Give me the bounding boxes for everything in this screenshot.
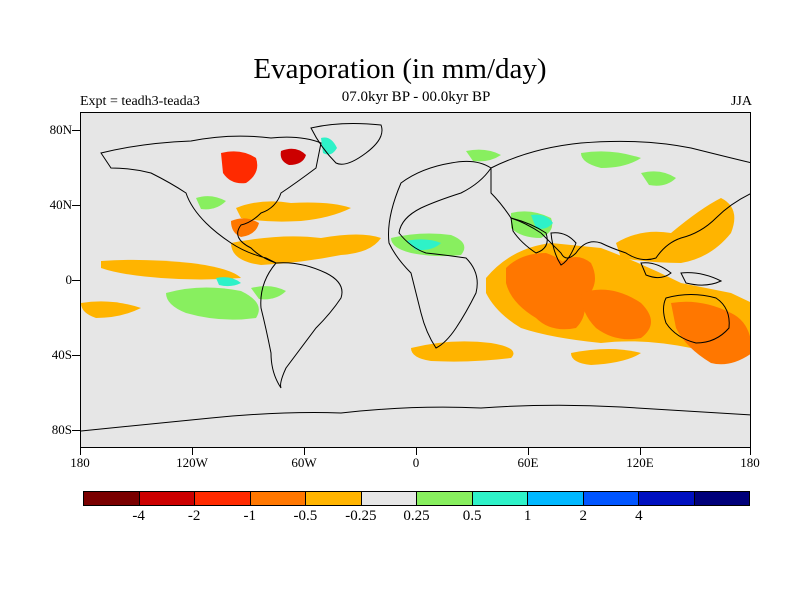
chart-title: Evaporation (in mm/day) — [253, 53, 547, 85]
anomaly-shading — [81, 137, 750, 365]
colorbar-box — [694, 492, 749, 505]
lon-label-60w: 60W — [291, 455, 317, 470]
experiment-label: Expt = teadh3-teada3 — [80, 94, 200, 109]
lon-tick-180w — [80, 448, 81, 455]
colorbar-box — [84, 492, 140, 505]
colorbar-box — [472, 492, 528, 505]
lon-label-0: 0 — [412, 455, 420, 470]
lon-label-180e: 180 — [740, 455, 760, 470]
canada-anomaly — [280, 148, 306, 165]
lon-tick-180e — [750, 448, 751, 455]
lat-tick-40s — [72, 355, 80, 356]
colorbar-label: -0.25 — [345, 508, 377, 524]
colorbar-label: 2 — [579, 508, 588, 524]
colorbar-label: 0.5 — [462, 508, 482, 524]
lat-tick-0 — [72, 280, 80, 281]
bay-of-bengal-anomaly — [561, 257, 595, 298]
lon-label-60e: 60E — [517, 455, 539, 470]
colorbar-label: -4 — [132, 508, 145, 524]
colorbar-box — [417, 492, 473, 505]
colorbar-box — [195, 492, 251, 505]
equatorial-indian-anomaly — [581, 289, 651, 340]
pacific-cyan — [216, 277, 241, 287]
hudson-bay-anomaly — [221, 151, 258, 184]
na-positive — [196, 196, 226, 210]
lon-tick-60e — [528, 448, 529, 455]
colorbar-label: 4 — [635, 508, 643, 524]
colorbar-box — [139, 492, 195, 505]
colorbar-box — [639, 492, 695, 505]
lat-label-80n: 80N — [49, 122, 72, 137]
lon-label-120e: 120E — [626, 455, 654, 470]
season-label: JJA — [730, 94, 752, 109]
south-atlantic-anomaly — [411, 341, 514, 362]
eurasia-positive-2 — [466, 149, 501, 162]
east-pacific-anomaly — [101, 259, 241, 280]
eurasia-positive-1 — [581, 151, 641, 168]
colorbar-box — [250, 492, 306, 505]
colorbar-box — [583, 492, 639, 505]
colorbar-box — [528, 492, 584, 505]
south-pacific-anomaly — [81, 301, 141, 318]
lat-tick-80s — [72, 430, 80, 431]
colorbar-label: -1 — [243, 508, 257, 524]
arabia-cyan — [531, 214, 553, 229]
colorbar-label: -0.5 — [293, 508, 318, 524]
lat-tick-40n — [72, 205, 80, 206]
lat-label-80s: 80S — [51, 422, 72, 437]
gulf-anomaly — [231, 218, 259, 237]
colorbar-box — [306, 492, 362, 505]
tropical-atlantic-anomaly — [231, 234, 381, 265]
lon-tick-120w — [192, 448, 193, 455]
map-svg — [81, 123, 750, 432]
coastlines — [81, 123, 750, 432]
lon-label-180w: 180 — [70, 455, 90, 470]
west-pacific-anomaly — [616, 198, 735, 263]
chart-subtitle: 07.0kyr BP - 00.0kyr BP — [341, 89, 491, 105]
colorbar-label: 1 — [523, 508, 532, 524]
southern-ocean-anomaly — [571, 349, 641, 365]
atlantic-positive — [251, 286, 286, 300]
greenland-cyan — [321, 137, 337, 155]
colorbar-label: -2 — [187, 508, 201, 524]
colorbar — [83, 491, 750, 506]
lat-label-40s: 40S — [51, 347, 72, 362]
lon-label-120w: 120W — [176, 455, 208, 470]
colorbar-box — [361, 492, 417, 505]
map-plot-area — [80, 112, 751, 448]
southeast-pacific-positive — [166, 287, 259, 320]
lat-label-40n: 40N — [49, 197, 72, 212]
north-atlantic-anomaly — [236, 201, 351, 222]
lat-label-0: 0 — [65, 272, 73, 287]
australia-anomaly — [671, 301, 750, 365]
lon-tick-120e — [640, 448, 641, 455]
lat-tick-80n — [72, 130, 80, 131]
lon-tick-0 — [416, 448, 417, 455]
lon-tick-60w — [304, 448, 305, 455]
eurasia-positive-3 — [641, 171, 676, 186]
colorbar-label: 0.25 — [403, 508, 430, 524]
